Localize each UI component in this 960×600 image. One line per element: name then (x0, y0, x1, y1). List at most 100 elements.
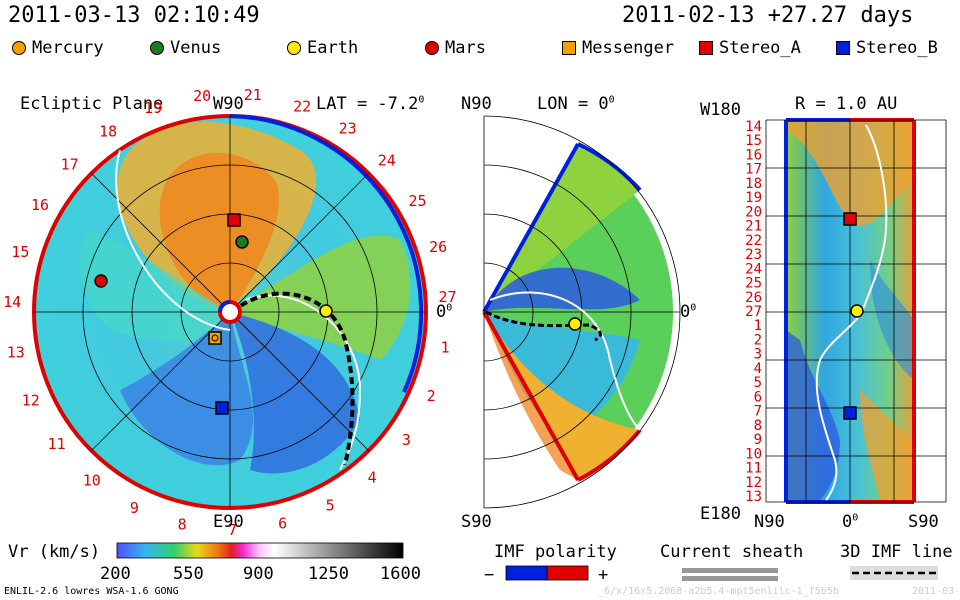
current-sheath-swatch (682, 568, 778, 573)
meridional-bottom-label: S90 (461, 512, 492, 532)
mars-icon (425, 41, 439, 55)
radial-tick-18: 18 (745, 176, 762, 192)
imf-plus-swatch (546, 565, 589, 581)
earth-marker (319, 304, 333, 318)
radial-tick-10: 10 (745, 446, 762, 462)
model-label: ENLIL-2.6 lowres WSA-1.6 GONG (4, 586, 179, 597)
ecliptic-title: Ecliptic Plane (20, 94, 164, 114)
current-sheath-label: Current sheath (660, 542, 804, 562)
radial-tick-20: 20 (745, 204, 762, 220)
radial-tick-14: 14 (745, 119, 762, 135)
radial-bottom-left: E180 (700, 504, 741, 524)
legend-messenger: Messenger (562, 38, 674, 58)
ecliptic-tick-27: 27 (438, 288, 456, 306)
ecliptic-tick-9: 9 (130, 499, 139, 517)
meridional-right-label: 00 (680, 302, 697, 322)
ecliptic-tick-16: 16 (31, 196, 49, 214)
ecliptic-tick-17: 17 (61, 155, 79, 173)
ecliptic-tick-5: 5 (326, 497, 335, 515)
imf-minus-label: − (484, 565, 495, 585)
ecliptic-tick-11: 11 (48, 435, 66, 453)
stereo-a-icon (699, 41, 713, 55)
run-id-label: _6/x/16x5.2068-a2b5.4-mpt5enlilc-1_f5b5b (598, 586, 839, 597)
ecliptic-tick-24: 24 (378, 152, 396, 170)
ecliptic-tick-6: 6 (278, 515, 287, 533)
stereo-b-icon (836, 41, 850, 55)
stereo-a-marker (227, 213, 241, 227)
radial-stereo-a-marker (843, 212, 857, 226)
radial-tick-17: 17 (745, 162, 762, 178)
ecliptic-right-label: 00 (436, 302, 453, 322)
radial-title: R = 1.0 AU (795, 94, 898, 114)
ecliptic-tick-19: 19 (144, 99, 162, 117)
ecliptic-tick-2: 2 (427, 387, 436, 405)
radial-tick-9: 9 (754, 432, 762, 448)
ecliptic-objects (94, 213, 333, 415)
earth-icon (287, 41, 301, 55)
radial-bottom-s: S90 (908, 512, 939, 532)
colorbar-label: Vr (km/s) (8, 542, 101, 562)
ecliptic-tick-23: 23 (339, 120, 357, 138)
legend-venus: Venus (150, 38, 221, 58)
forecast-time: 2011-02-13 +27.27 days (622, 3, 914, 28)
lat-label: LAT = -7.20 (316, 94, 425, 114)
radial-top-left: W180 (700, 100, 741, 120)
venus-marker (235, 235, 249, 249)
radial-tick-3: 3 (754, 347, 762, 363)
meridional-panel (482, 115, 681, 509)
radial-earth-marker (850, 304, 864, 318)
timestamp: 2011-03-13 02:10:49 (8, 3, 260, 28)
ecliptic-tick-22: 22 (293, 97, 311, 115)
run-date-label: 2011-03-08 (912, 586, 960, 597)
colorbar-tick-2: 900 (243, 564, 274, 584)
radial-bottom-n: N90 (754, 512, 785, 532)
imf-minus-swatch (505, 565, 548, 581)
radial-tick-23: 23 (745, 247, 762, 263)
ecliptic-tick-3: 3 (402, 431, 411, 449)
radial-panel (765, 118, 947, 504)
ecliptic-bottom-label: E90 (213, 512, 244, 532)
vr-colorbar (116, 542, 404, 559)
radial-tick-13: 13 (745, 489, 762, 505)
mars-marker (94, 274, 108, 288)
ecliptic-top-label: W90 (213, 94, 244, 114)
radial-tick-labels: 1415161718192021222324252627123456789101… (745, 119, 762, 505)
ecliptic-tick-18: 18 (99, 122, 117, 140)
radial-tick-6: 6 (754, 389, 762, 405)
colorbar-tick-0: 200 (100, 564, 131, 584)
radial-tick-8: 8 (754, 418, 762, 434)
radial-tick-16: 16 (745, 148, 762, 164)
radial-tick-15: 15 (745, 133, 762, 149)
radial-bottom-zero: 00 (842, 512, 859, 532)
ecliptic-tick-12: 12 (22, 392, 40, 410)
radial-tick-21: 21 (745, 219, 762, 235)
radial-tick-1: 1 (754, 318, 762, 334)
messenger-icon (562, 41, 576, 55)
radial-stereo-b-marker (843, 406, 857, 420)
meridional-earth-marker (568, 317, 582, 331)
imf-polarity-label: IMF polarity (494, 542, 617, 562)
legend-stereo-b: Stereo_B (836, 38, 938, 58)
lon-label: LON = 00 (537, 94, 615, 114)
radial-tick-19: 19 (745, 190, 762, 206)
mercury-icon (12, 41, 26, 55)
radial-tick-25: 25 (745, 276, 762, 292)
radial-tick-4: 4 (754, 361, 762, 377)
radial-tick-24: 24 (745, 261, 762, 277)
meridional-top-label: N90 (461, 94, 492, 114)
colorbar-tick-4: 1600 (380, 564, 421, 584)
legend-earth: Earth (287, 38, 358, 58)
mercury-marker (211, 334, 219, 342)
ecliptic-panel (32, 114, 428, 510)
ecliptic-tick-7: 7 (228, 521, 237, 539)
ecliptic-tick-20: 20 (193, 87, 211, 105)
imf-line-swatch (850, 566, 938, 580)
ecliptic-tick-26: 26 (429, 238, 447, 256)
ecliptic-tick-10: 10 (83, 472, 101, 490)
ecliptic-tick-4: 4 (368, 468, 377, 486)
ecliptic-tick-21: 21 (244, 86, 262, 104)
ecliptic-tick-13: 13 (7, 343, 25, 361)
radial-tick-27: 27 (745, 304, 762, 320)
